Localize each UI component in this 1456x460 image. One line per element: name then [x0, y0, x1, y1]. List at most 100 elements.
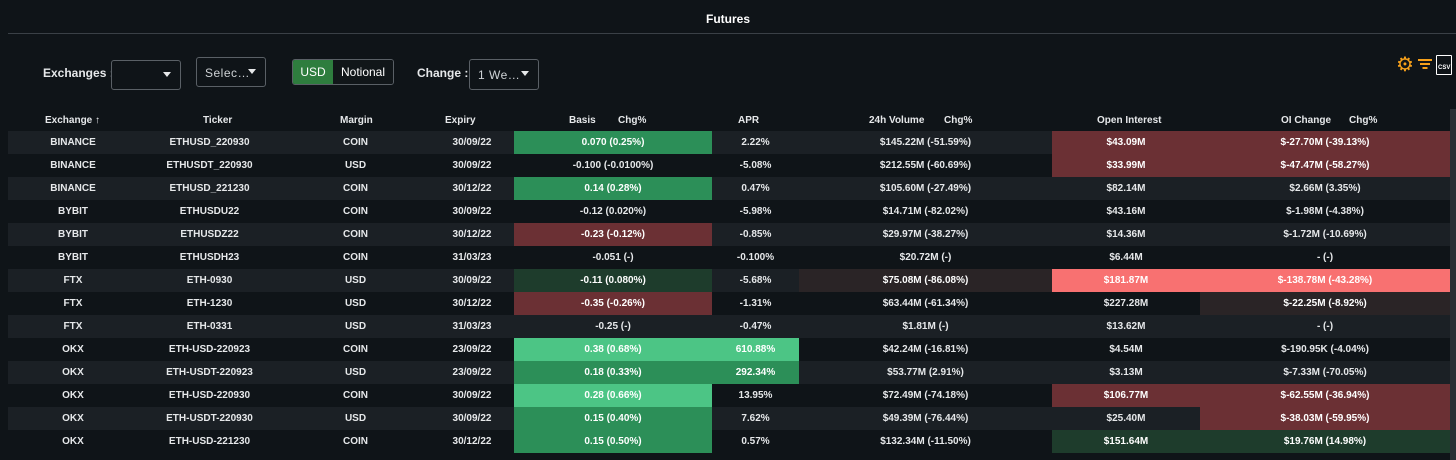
table-scrollbar[interactable]	[1450, 109, 1456, 460]
oi-change-cell: $-138.78M (-43.28%)	[1200, 269, 1450, 292]
ticker-cell: ETH-USD-221230	[168, 436, 251, 447]
col-margin-header[interactable]: Margin	[340, 115, 373, 126]
table-row[interactable]: FTX ETH-0930 USD 30/09/22 -0.11 (0.080%) -5.6…	[8, 269, 1450, 292]
margin-cell: COIN	[343, 137, 368, 148]
table-row[interactable]: OKX ETH-USD-221230 COIN 30/12/22 0.15 (0.50%…	[8, 430, 1450, 453]
volume-cell: $29.97M (-38.27%)	[882, 229, 969, 240]
col-exchange-header[interactable]: Exchange ↑	[45, 115, 101, 126]
basis-cell: -0.11 (0.080%)	[514, 269, 712, 292]
page-title: Futures	[705, 12, 750, 26]
col-oi-change-header[interactable]: OI Change	[1281, 115, 1332, 126]
basis-cell: 0.15 (0.50%)	[514, 430, 712, 453]
expiry-cell: 30/12/22	[452, 298, 492, 309]
ticker-cell: ETH-1230	[186, 298, 233, 309]
gear-icon[interactable]: ⚙	[1396, 54, 1414, 76]
ticker-select-dropdown[interactable]: Selec…	[196, 57, 266, 87]
oi-change-cell: $-190.95K (-4.04%)	[1281, 344, 1369, 355]
expiry-cell: 23/09/22	[452, 367, 492, 378]
open-interest-cell: $33.99M	[1052, 154, 1200, 177]
ticker-cell: ETHUSDZ22	[180, 229, 239, 240]
table-header: Exchange ↑ Ticker Margin Expiry Basis Ch…	[8, 109, 1450, 131]
basis-cell: -0.051 (-)	[592, 252, 634, 263]
exchange-cell: BINANCE	[50, 137, 96, 148]
basis-cell: 0.18 (0.33%)	[514, 361, 712, 384]
table-row[interactable]: FTX ETH-0331 USD 31/03/23 -0.25 (-) -0.47% $1.…	[8, 315, 1450, 338]
expiry-cell: 23/09/22	[452, 344, 492, 355]
table-row[interactable]: OKX ETH-USDT-220930 USD 30/09/22 0.15 (0.40%…	[8, 407, 1450, 430]
oi-change-cell: - (-)	[1316, 252, 1334, 263]
apr-cell: -0.85%	[739, 229, 772, 240]
col-ticker-header[interactable]: Ticker	[203, 115, 233, 126]
col-basis-chg-header[interactable]: Chg%	[618, 115, 647, 126]
volume-cell: $14.71M (-82.02%)	[882, 206, 969, 217]
open-interest-cell: $13.62M	[1106, 321, 1146, 332]
exchange-cell: OKX	[62, 413, 84, 424]
csv-icon[interactable]: CSV	[1436, 55, 1452, 75]
oi-change-cell: $-62.55M (-36.94%)	[1200, 384, 1450, 407]
ticker-cell: ETHUSD_220930	[169, 137, 250, 148]
sort-asc-icon: ↑	[95, 115, 101, 126]
col-basis-header[interactable]: Basis	[569, 115, 596, 126]
margin-cell: COIN	[343, 344, 368, 355]
table-row[interactable]: BINANCE ETHUSD_220930 COIN 30/09/22 0.070 (0…	[8, 131, 1450, 154]
volume-cell: $145.22M (-51.59%)	[879, 137, 972, 148]
apr-cell: 0.57%	[741, 436, 770, 447]
oi-change-cell: - (-)	[1316, 321, 1334, 332]
col-oi-chg-header[interactable]: Chg%	[1349, 115, 1378, 126]
volume-cell: $212.55M (-60.69%)	[879, 160, 972, 171]
ticker-cell: ETH-0930	[186, 275, 233, 286]
open-interest-cell: $82.14M	[1106, 183, 1146, 194]
expiry-cell: 30/09/22	[452, 413, 492, 424]
table-row[interactable]: BINANCE ETHUSD_221230 COIN 30/12/22 0.14 (0.…	[8, 177, 1450, 200]
exchange-cell: OKX	[62, 436, 84, 447]
apr-cell: 292.34%	[712, 361, 799, 384]
open-interest-cell: $43.16M	[1106, 206, 1146, 217]
change-period-value: 1 We…	[478, 68, 521, 82]
table-body: BINANCE ETHUSD_220930 COIN 30/09/22 0.070 (0…	[8, 131, 1450, 453]
ticker-cell: ETHUSD_221230	[169, 183, 250, 194]
expiry-cell: 31/03/23	[452, 321, 492, 332]
usd-toggle-option[interactable]: USD	[293, 60, 333, 84]
oi-change-cell: $-7.33M (-70.05%)	[1283, 367, 1367, 378]
basis-cell: -0.35 (-0.26%)	[514, 292, 712, 315]
expiry-cell: 30/09/22	[452, 390, 492, 401]
table-row[interactable]: OKX ETH-USD-220923 COIN 23/09/22 0.38 (0.68%…	[8, 338, 1450, 361]
expiry-cell: 30/12/22	[452, 183, 492, 194]
col-expiry-header[interactable]: Expiry	[445, 115, 476, 126]
col-volume-header[interactable]: 24h Volume	[869, 115, 925, 126]
table-row[interactable]: BINANCE ETHUSDT_220930 USD 30/09/22 -0.100 (…	[8, 154, 1450, 177]
table-row[interactable]: BYBIT ETHUSDZ22 COIN 30/12/22 -0.23 (-0.12%)…	[8, 223, 1450, 246]
notional-toggle-option[interactable]: Notional	[333, 60, 393, 84]
exchanges-dropdown[interactable]	[111, 60, 181, 90]
col-apr-header[interactable]: APR	[738, 115, 760, 126]
open-interest-cell: $25.40M	[1106, 413, 1146, 424]
filter-icon[interactable]	[1417, 57, 1433, 71]
change-period-dropdown[interactable]: 1 We…	[469, 59, 539, 90]
table-row[interactable]: FTX ETH-1230 USD 30/12/22 -0.35 (-0.26%) -1.3…	[8, 292, 1450, 315]
table-row[interactable]: OKX ETH-USDT-220923 USD 23/09/22 0.18 (0.33%…	[8, 361, 1450, 384]
margin-cell: COIN	[343, 229, 368, 240]
apr-cell: -0.100%	[736, 252, 775, 263]
oi-change-cell: $-38.03M (-59.95%)	[1200, 407, 1450, 430]
apr-cell: -5.98%	[739, 206, 772, 217]
expiry-cell: 30/09/22	[452, 137, 492, 148]
open-interest-cell: $151.64M	[1052, 430, 1200, 453]
exchange-cell: FTX	[63, 298, 83, 309]
table-row[interactable]: OKX ETH-USD-220930 COIN 30/09/22 0.28 (0.66%…	[8, 384, 1450, 407]
exchange-cell: FTX	[63, 275, 83, 286]
col-open-interest-header[interactable]: Open Interest	[1097, 115, 1162, 126]
basis-cell: 0.28 (0.66%)	[514, 384, 712, 407]
open-interest-cell: $106.77M	[1052, 384, 1200, 407]
exchange-cell: OKX	[62, 344, 84, 355]
table-row[interactable]: BYBIT ETHUSDH23 COIN 31/03/23 -0.051 (-) -0.1…	[8, 246, 1450, 269]
expiry-cell: 30/09/22	[452, 275, 492, 286]
col-volume-chg-header[interactable]: Chg%	[944, 115, 973, 126]
volume-cell: $75.08M (-86.08%)	[799, 269, 1052, 292]
currency-toggle[interactable]: USD Notional	[292, 59, 394, 85]
table-row[interactable]: BYBIT ETHUSDU22 COIN 30/09/22 -0.12 (0.020%)…	[8, 200, 1450, 223]
open-interest-cell: $181.87M	[1052, 269, 1200, 292]
ticker-cell: ETH-0331	[186, 321, 233, 332]
volume-cell: $72.49M (-74.18%)	[882, 390, 969, 401]
margin-cell: COIN	[343, 252, 368, 263]
futures-table: Exchange ↑ Ticker Margin Expiry Basis Ch…	[8, 109, 1450, 453]
